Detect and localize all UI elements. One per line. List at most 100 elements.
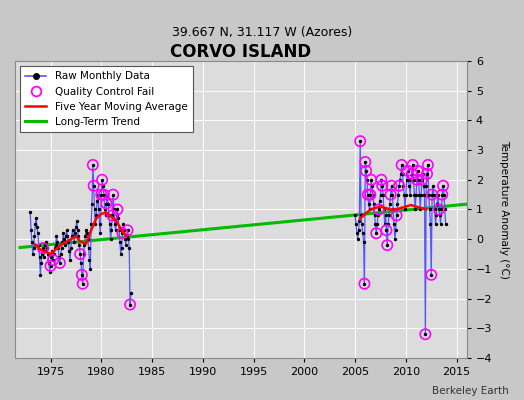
Point [68, 233, 76, 240]
Point [403, 168, 412, 174]
Point [39, 245, 47, 251]
Point [364, 192, 372, 198]
Point [28, 239, 36, 245]
Point [395, 182, 403, 189]
Point [361, 159, 369, 165]
Point [418, 176, 426, 183]
Point [402, 192, 410, 198]
Point [116, 239, 124, 245]
Point [32, 215, 40, 222]
Point [98, 176, 106, 183]
Point [109, 192, 117, 198]
Point [424, 192, 433, 198]
Point [380, 221, 389, 228]
Point [80, 242, 89, 248]
Point [112, 212, 121, 219]
Point [35, 242, 43, 248]
Point [60, 236, 68, 242]
Point [76, 251, 84, 257]
Point [408, 171, 416, 177]
Point [76, 251, 84, 257]
Point [413, 176, 421, 183]
Point [118, 230, 127, 236]
Point [125, 245, 134, 251]
Point [41, 242, 50, 248]
Point [91, 221, 100, 228]
Point [437, 206, 445, 213]
Point [363, 176, 371, 183]
Text: 39.667 N, 31.117 W (Azores): 39.667 N, 31.117 W (Azores) [172, 26, 352, 39]
Point [101, 212, 110, 219]
Point [402, 176, 411, 183]
Point [121, 236, 129, 242]
Point [57, 245, 66, 251]
Point [57, 251, 65, 257]
Point [46, 263, 54, 269]
Point [87, 221, 95, 228]
Point [64, 239, 72, 245]
Point [56, 260, 64, 266]
Point [95, 221, 104, 228]
Point [399, 182, 408, 189]
Point [99, 182, 107, 189]
Point [392, 212, 401, 219]
Point [126, 301, 134, 308]
Point [43, 245, 51, 251]
Point [122, 242, 130, 248]
Point [113, 206, 122, 213]
Point [98, 176, 106, 183]
Point [31, 221, 39, 228]
Point [113, 206, 122, 213]
Point [96, 230, 105, 236]
Point [351, 212, 359, 219]
Point [39, 245, 47, 251]
Point [123, 233, 131, 240]
Point [73, 227, 82, 234]
Legend: Raw Monthly Data, Quality Control Fail, Five Year Moving Average, Long-Term Tren: Raw Monthly Data, Quality Control Fail, … [20, 66, 192, 132]
Point [408, 171, 416, 177]
Point [61, 242, 69, 248]
Point [383, 242, 391, 248]
Y-axis label: Temperature Anomaly (°C): Temperature Anomaly (°C) [499, 140, 509, 279]
Point [51, 245, 59, 251]
Point [368, 182, 376, 189]
Point [90, 182, 98, 189]
Point [94, 206, 103, 213]
Point [384, 221, 392, 228]
Point [389, 206, 397, 213]
Point [354, 227, 363, 234]
Point [53, 239, 61, 245]
Point [108, 212, 116, 219]
Point [377, 176, 386, 183]
Point [435, 206, 443, 213]
Point [433, 200, 441, 207]
Point [36, 272, 45, 278]
Point [383, 242, 391, 248]
Point [62, 227, 71, 234]
Point [55, 254, 63, 260]
Point [34, 230, 42, 236]
Point [375, 206, 383, 213]
Point [373, 221, 381, 228]
Point [390, 221, 398, 228]
Point [65, 248, 73, 254]
Point [414, 176, 423, 183]
Point [117, 245, 126, 251]
Point [421, 331, 430, 338]
Point [359, 239, 368, 245]
Point [69, 233, 78, 240]
Point [367, 176, 375, 183]
Point [428, 192, 436, 198]
Point [46, 269, 54, 275]
Point [387, 182, 396, 189]
Point [74, 233, 83, 240]
Point [366, 192, 375, 198]
Point [391, 236, 399, 242]
Point [427, 272, 435, 278]
Point [354, 236, 362, 242]
Point [33, 224, 41, 230]
Point [376, 197, 384, 204]
Point [407, 176, 415, 183]
Point [30, 233, 39, 240]
Point [120, 227, 128, 234]
